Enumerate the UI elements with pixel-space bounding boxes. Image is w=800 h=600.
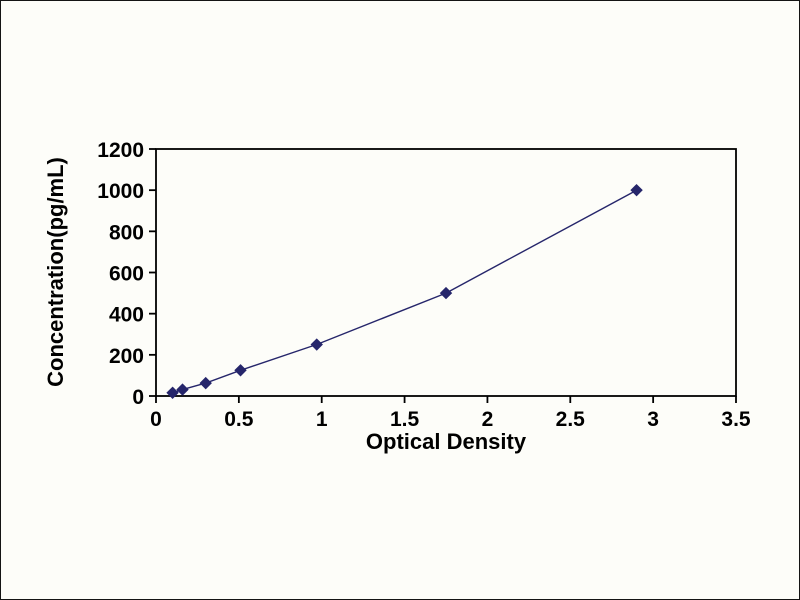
y-tick-label: 400 [109,304,144,327]
series-layer [166,183,643,399]
series-line [172,189,637,394]
data-point-diamond [166,386,179,399]
y-tick-label: 800 [109,221,144,244]
y-tick-label: 600 [109,263,144,286]
data-point-diamond [310,338,323,351]
data-point-diamond [199,376,212,390]
y-tick-label: 0 [132,386,144,409]
x-tick-label: 0 [150,408,162,431]
y-tick-label: 200 [109,345,144,368]
y-axis-ticks: 0 200 400 600 800 1000 1200 [97,139,156,409]
y-axis-title: Concentration(pg/mL) [43,157,68,387]
x-tick-label: 2.5 [556,408,586,431]
x-tick-label: 0.5 [224,408,254,431]
data-point-diamond [176,383,189,396]
x-tick-label: 3.5 [721,408,751,431]
y-tick-label: 1200 [97,139,144,162]
x-axis-ticks: 0 0.5 1 1.5 2 2.5 3 3.5 [150,396,751,431]
y-tick-label: 1000 [97,180,144,203]
x-tick-label: 2 [482,408,494,431]
data-point-diamond [439,286,453,300]
x-tick-label: 1 [316,408,328,431]
x-tick-label: 1.5 [390,408,420,431]
data-point-diamond [234,364,247,377]
data-point-diamond [630,183,643,197]
x-axis-title: Optical Density [366,429,527,454]
plot-area-border [155,148,737,397]
plot-border [155,148,737,397]
x-tick-label: 3 [647,408,659,431]
